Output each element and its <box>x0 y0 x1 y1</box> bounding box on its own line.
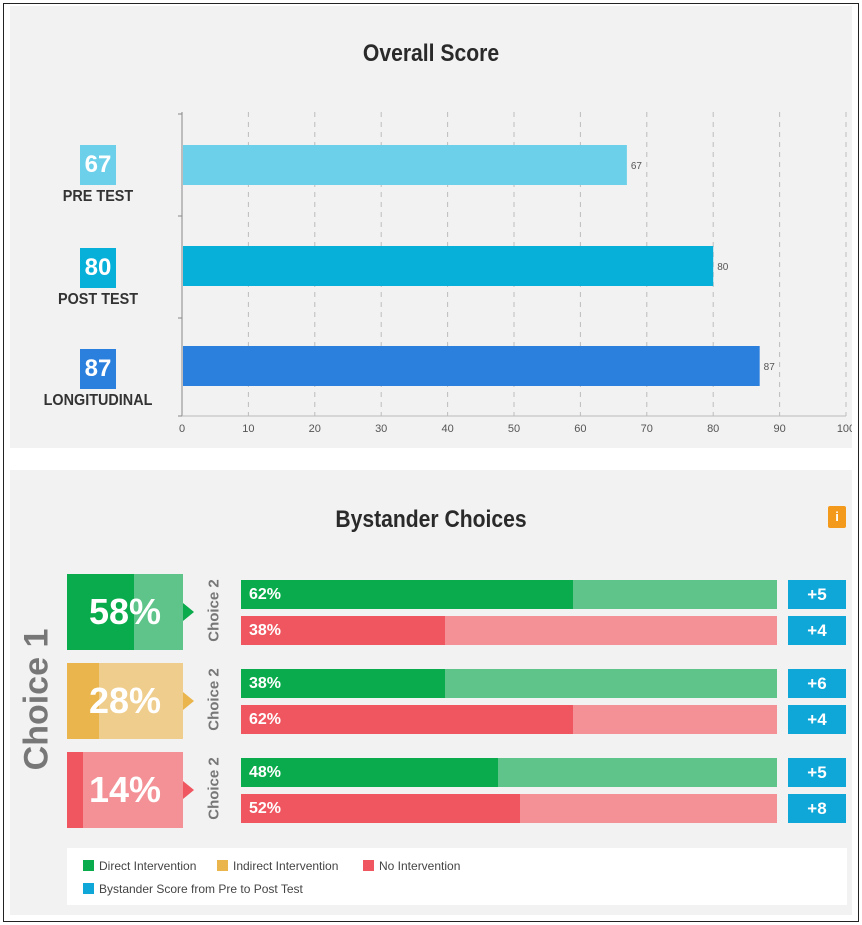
overall-score-panel: Overall Score 67 PRE TEST 80 POST TEST 8… <box>10 6 852 448</box>
choice1-percent-box: 28% <box>67 663 194 739</box>
choice1-percent-box: 58% <box>67 574 194 650</box>
x-tick-label: 30 <box>375 423 387 435</box>
x-tick-label: 80 <box>707 423 719 435</box>
direct-intervention-bar: 62% <box>241 580 777 609</box>
x-tick-label: 0 <box>179 423 185 435</box>
legend-swatch <box>363 860 374 871</box>
x-tick-label: 70 <box>641 423 653 435</box>
overall-score-chart: 0 10 20 30 40 50 60 70 80 90 100 67 80 87 <box>178 112 852 435</box>
legend-swatch <box>83 860 94 871</box>
choice1-percent-fill <box>67 574 134 650</box>
post-test-score-box: 80 <box>79 248 117 288</box>
choice-2-text: Choice 2 <box>205 757 223 820</box>
x-tick-label: 40 <box>441 423 453 435</box>
chevron-right-icon <box>183 781 194 799</box>
bar-value-label: 67 <box>631 161 643 172</box>
bystander-choices-title: Bystander Choices <box>335 506 527 533</box>
direct-intervention-value: 48% <box>249 764 282 781</box>
bar-pre-test <box>183 145 627 185</box>
x-tick-label: 60 <box>574 423 586 435</box>
bar-value-label: 80 <box>717 262 729 273</box>
bystander-choices-panel: Bystander Choices i Choice 1 58% Choice … <box>10 470 852 915</box>
chevron-right-icon <box>183 692 194 710</box>
overall-score-title: Overall Score <box>362 40 500 67</box>
legend: Direct Intervention Indirect Interventio… <box>67 848 847 905</box>
bar-post-test <box>183 246 714 286</box>
pre-test-label: 67 PRE TEST <box>38 145 158 206</box>
legend-item-direct: Direct Intervention <box>83 859 196 873</box>
dashboard-frame: Overall Score 67 PRE TEST 80 POST TEST 8… <box>3 3 859 922</box>
legend-label: Indirect Intervention <box>233 859 339 873</box>
choice1-percent-remainder <box>83 752 183 828</box>
no-intervention-fill <box>241 794 520 823</box>
no-intervention-fill <box>241 616 445 645</box>
post-test-label: 80 POST TEST <box>38 248 158 309</box>
score-change-badge: +5 <box>788 758 846 787</box>
direct-intervention-value: 62% <box>249 586 282 603</box>
pre-test-text: PRE TEST <box>62 188 134 205</box>
direct-intervention-value: 38% <box>249 675 282 692</box>
score-change-badge: +4 <box>788 616 846 645</box>
choice-1-text: Choice 1 <box>17 628 56 771</box>
no-intervention-bar: 38% <box>241 616 777 645</box>
x-tick-label: 20 <box>309 423 321 435</box>
post-test-text: POST TEST <box>57 291 139 308</box>
direct-intervention-bar: 48% <box>241 758 777 787</box>
x-tick-label: 50 <box>508 423 520 435</box>
score-change-badge: +6 <box>788 669 846 698</box>
no-intervention-value: 38% <box>249 622 282 639</box>
no-intervention-value: 52% <box>249 800 282 817</box>
x-tick-label: 10 <box>242 423 254 435</box>
legend-item-indirect: Indirect Intervention <box>217 859 338 873</box>
x-tick-label: 100 <box>837 423 852 435</box>
score-change-badge: +4 <box>788 705 846 734</box>
bar-longitudinal <box>183 346 760 386</box>
choice1-percent-box: 14% <box>67 752 194 828</box>
bar-value-label: 87 <box>764 362 776 373</box>
choice1-percent-value: 14% <box>88 769 162 810</box>
choice1-percent-fill <box>67 752 83 828</box>
legend-item-none: No Intervention <box>363 859 460 873</box>
legend-label: No Intervention <box>379 859 461 873</box>
chevron-right-icon <box>183 603 194 621</box>
longitudinal-label: 87 LONGITUDINAL <box>33 349 163 410</box>
direct-intervention-fill <box>241 669 445 698</box>
legend-swatch <box>217 860 228 871</box>
legend-label: Direct Intervention <box>99 859 197 873</box>
choice-2-text: Choice 2 <box>205 668 223 731</box>
pre-test-score-box: 67 <box>79 145 117 185</box>
no-intervention-fill <box>241 705 574 734</box>
longitudinal-text: LONGITUDINAL <box>43 392 153 409</box>
choice-2-text: Choice 2 <box>205 579 223 642</box>
choice1-percent-value: 28% <box>88 680 162 721</box>
no-intervention-bar: 62% <box>241 705 777 734</box>
legend-swatch <box>83 883 94 894</box>
choice1-percent-fill <box>67 663 99 739</box>
choice1-percent-remainder <box>134 574 183 650</box>
legend-label: Bystander Score from Pre to Post Test <box>99 882 303 896</box>
legend-item-bystander-score: Bystander Score from Pre to Post Test <box>83 882 303 896</box>
direct-intervention-bar: 38% <box>241 669 777 698</box>
score-change-badge: +5 <box>788 580 846 609</box>
score-change-badge: +8 <box>788 794 846 823</box>
no-intervention-value: 62% <box>249 711 282 728</box>
info-icon[interactable]: i <box>828 506 846 528</box>
no-intervention-bar: 52% <box>241 794 777 823</box>
choice1-percent-remainder <box>99 663 183 739</box>
longitudinal-score-box: 87 <box>79 349 117 389</box>
x-tick-label: 90 <box>773 423 785 435</box>
choice1-percent-value: 58% <box>88 591 162 632</box>
direct-intervention-fill <box>241 758 499 787</box>
direct-intervention-fill <box>241 580 574 609</box>
